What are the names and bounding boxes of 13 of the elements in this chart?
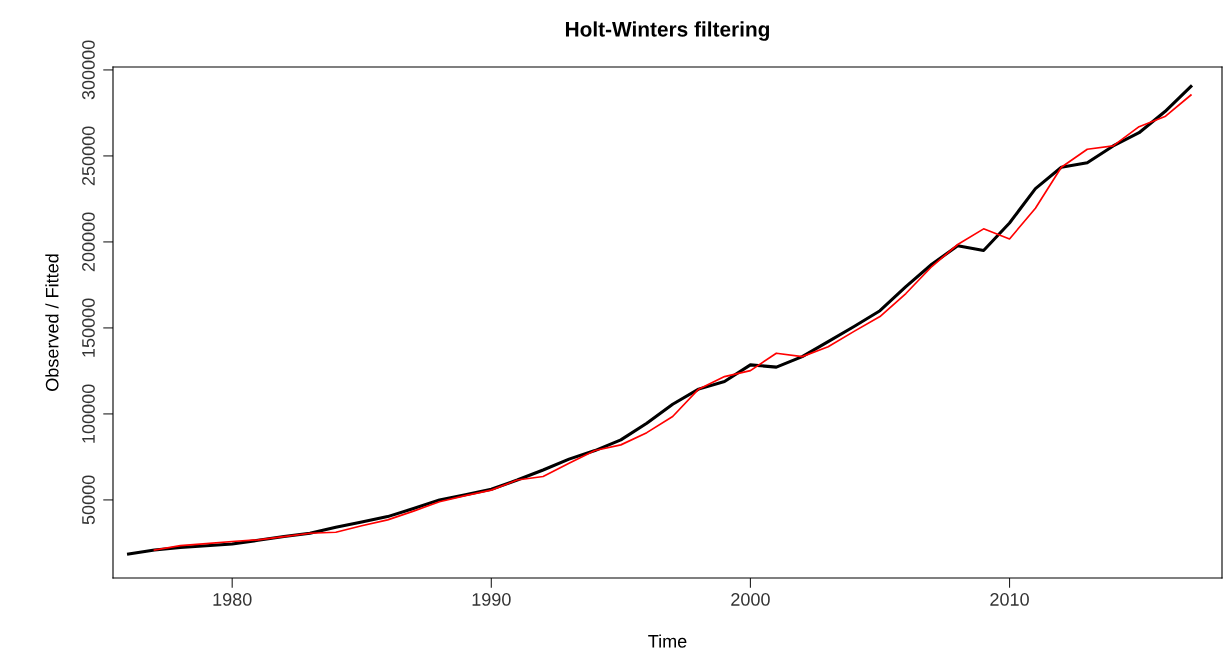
y-tick-label: 200000 (82, 212, 95, 272)
x-tick-label: 2000 (731, 593, 770, 606)
x-axis-title: Time (648, 634, 687, 648)
chart-title: Holt-Winters filtering (565, 21, 770, 41)
x-tick-label: 2010 (990, 593, 1029, 606)
y-tick-label: 50000 (82, 475, 95, 525)
y-tick-label: 250000 (82, 126, 95, 186)
x-tick-label: 1980 (213, 593, 252, 606)
y-axis-title: Observed / Fitted (45, 254, 59, 391)
y-tick-label: 300000 (82, 40, 95, 100)
y-tick-label: 150000 (82, 298, 95, 357)
y-tick-label: 100000 (82, 384, 95, 443)
x-tick-label: 1990 (472, 593, 511, 606)
